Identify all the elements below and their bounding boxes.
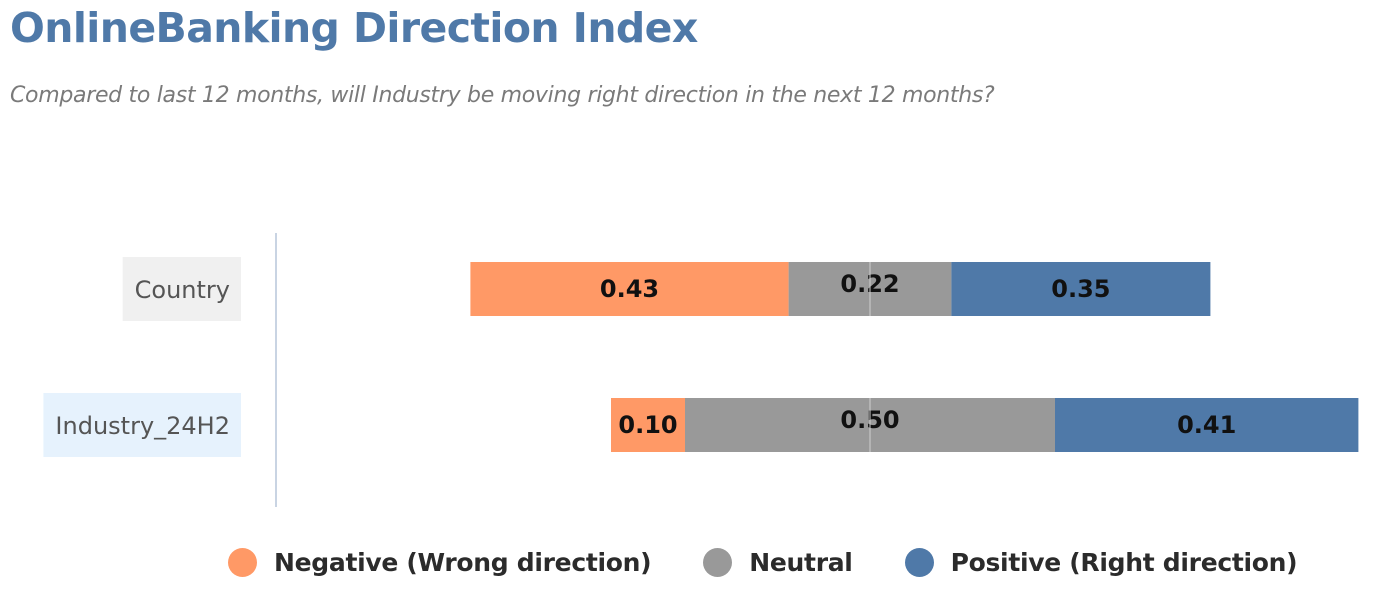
legend-item-negative[interactable]: Negative (Wrong direction) [228, 548, 652, 577]
legend-label-neutral: Neutral [749, 548, 853, 577]
data-label-negative: 0.43 [600, 275, 659, 303]
data-label-positive: 0.35 [1051, 275, 1110, 303]
category-label-bg [43, 393, 241, 457]
data-label-positive: 0.41 [1177, 411, 1236, 439]
legend-dot-neutral [703, 548, 733, 577]
data-label-negative: 0.10 [618, 411, 677, 439]
legend-dot-positive [904, 548, 934, 577]
bar-negative[interactable] [611, 398, 685, 452]
legend-label-positive: Positive (Right direction) [950, 548, 1298, 577]
bar-positive[interactable] [1055, 398, 1359, 452]
legend-item-positive[interactable]: Positive (Right direction) [904, 548, 1298, 577]
chart-title: OnlineBanking Direction Index [10, 4, 698, 52]
legend-dot-negative [228, 548, 257, 577]
category-label: Industry_24H2 [55, 412, 230, 440]
category-label-bg [122, 257, 241, 321]
bar-positive[interactable] [951, 262, 1211, 316]
legend-label-negative: Negative (Wrong direction) [274, 548, 652, 577]
category-label: Country [135, 276, 230, 304]
chart-subtitle: Compared to last 12 months, will Industr… [10, 83, 995, 108]
chart-legend: Negative (Wrong direction) Neutral Posit… [228, 548, 1298, 577]
legend-item-neutral[interactable]: Neutral [703, 548, 853, 577]
bar-negative[interactable] [470, 262, 789, 316]
